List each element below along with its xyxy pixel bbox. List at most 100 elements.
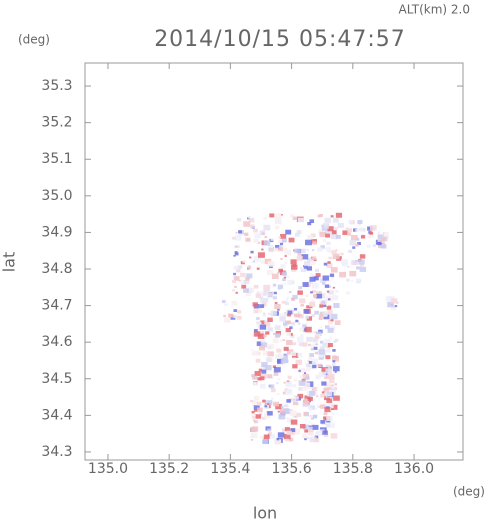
echo-pixel xyxy=(311,314,316,318)
echo-pixel xyxy=(285,328,291,333)
echo-pixel xyxy=(306,316,313,321)
echo-pixel xyxy=(311,423,315,427)
echo-pixel xyxy=(268,292,273,297)
echo-pixel xyxy=(298,322,301,325)
echo-pixel xyxy=(312,364,317,369)
echo-pixel xyxy=(233,265,239,270)
echo-pixel xyxy=(303,411,308,415)
echo-pixel xyxy=(285,388,292,394)
echo-pixel xyxy=(307,364,314,370)
echo-pixel xyxy=(276,438,280,441)
echo-pixel xyxy=(237,265,243,269)
echo-pixel xyxy=(270,310,277,316)
echo-pixel xyxy=(309,426,313,430)
echo-pixel xyxy=(240,280,247,285)
echo-pixel xyxy=(326,398,333,404)
echo-pixel xyxy=(253,329,258,333)
echo-pixel xyxy=(287,375,292,379)
echo-pixel xyxy=(281,271,288,276)
echo-pixel xyxy=(260,320,266,325)
echo-pixel xyxy=(289,332,293,336)
x-tick-label: 136.0 xyxy=(394,461,434,477)
echo-pixel xyxy=(309,301,316,307)
echo-pixel xyxy=(295,319,299,323)
echo-pixel xyxy=(279,409,286,414)
echo-pixel xyxy=(325,247,331,251)
echo-pixel xyxy=(319,313,324,318)
echo-pixel xyxy=(277,272,280,274)
echo-pixel xyxy=(327,310,333,315)
echo-pixel xyxy=(266,400,273,406)
echo-pixel xyxy=(268,431,272,435)
echo-pixel xyxy=(233,272,237,276)
echo-pixel xyxy=(285,299,289,302)
echo-pixel xyxy=(303,261,310,266)
echo-pixel xyxy=(263,240,271,246)
echo-pixel xyxy=(348,249,353,253)
echo-pixel xyxy=(234,252,239,256)
echo-pixel xyxy=(332,295,339,301)
echo-pixel xyxy=(322,343,329,348)
echo-pixel xyxy=(314,335,320,340)
echo-pixel xyxy=(273,332,276,335)
echo-pixel xyxy=(295,359,303,365)
echo-pixel xyxy=(257,241,261,244)
echo-pixel xyxy=(253,395,260,401)
echo-pixel xyxy=(270,388,276,393)
echo-pixel xyxy=(292,398,296,401)
echo-pixel xyxy=(304,429,309,433)
echo-pixel xyxy=(322,275,330,281)
echo-pixel xyxy=(318,349,326,355)
echo-pixel xyxy=(228,313,233,318)
chart-title: 2014/10/15 05:47:57 xyxy=(154,27,406,52)
echo-pixel xyxy=(396,301,399,304)
echo-pixel xyxy=(317,214,321,218)
echo-pixel xyxy=(380,244,387,249)
echo-pixel xyxy=(325,348,331,353)
echo-pixel xyxy=(309,260,316,266)
echo-pixel xyxy=(292,342,297,346)
echo-pixel xyxy=(250,434,255,439)
echo-pixel xyxy=(254,256,261,262)
echo-pixel xyxy=(277,432,285,438)
echo-pixel xyxy=(319,300,322,303)
echo-pixel xyxy=(256,401,262,406)
echo-pixel xyxy=(263,217,267,220)
echo-pixel xyxy=(262,416,266,420)
echo-pixel xyxy=(273,366,281,373)
echo-pixel xyxy=(232,279,237,284)
echo-pixel xyxy=(312,424,319,430)
echo-pixel xyxy=(310,343,316,349)
echo-pixel xyxy=(297,217,304,223)
echo-pixel xyxy=(277,284,284,289)
echo-pixel xyxy=(284,301,287,304)
echo-pixel xyxy=(319,231,327,238)
echo-pixel xyxy=(285,301,289,306)
echo-pixel xyxy=(355,259,359,263)
echo-pixel xyxy=(297,352,303,357)
echo-pixel xyxy=(274,325,281,331)
echo-pixel xyxy=(297,393,304,399)
echo-pixel xyxy=(314,435,319,439)
echo-pixel xyxy=(355,228,359,232)
echo-pixel xyxy=(283,325,288,329)
echo-pixel xyxy=(275,439,282,445)
echo-pixel xyxy=(282,278,286,282)
echo-pixel xyxy=(262,399,266,403)
echo-pixel xyxy=(256,341,263,346)
echo-pixel xyxy=(323,224,329,229)
x-tick-label: 135.4 xyxy=(210,461,250,477)
echo-pixel xyxy=(293,249,296,252)
echo-pixel xyxy=(334,371,337,373)
echo-pixel xyxy=(264,405,268,408)
echo-pixel xyxy=(282,339,286,342)
echo-pixel xyxy=(265,365,272,371)
y-tick-label: 34.8 xyxy=(41,261,72,277)
echo-pixel xyxy=(263,434,270,440)
echo-pixel xyxy=(257,252,265,258)
echo-pixel xyxy=(280,242,283,246)
echo-pixel xyxy=(283,433,291,440)
echo-pixel xyxy=(323,412,328,416)
echo-pixel xyxy=(283,276,287,279)
echo-pixel xyxy=(342,262,348,267)
